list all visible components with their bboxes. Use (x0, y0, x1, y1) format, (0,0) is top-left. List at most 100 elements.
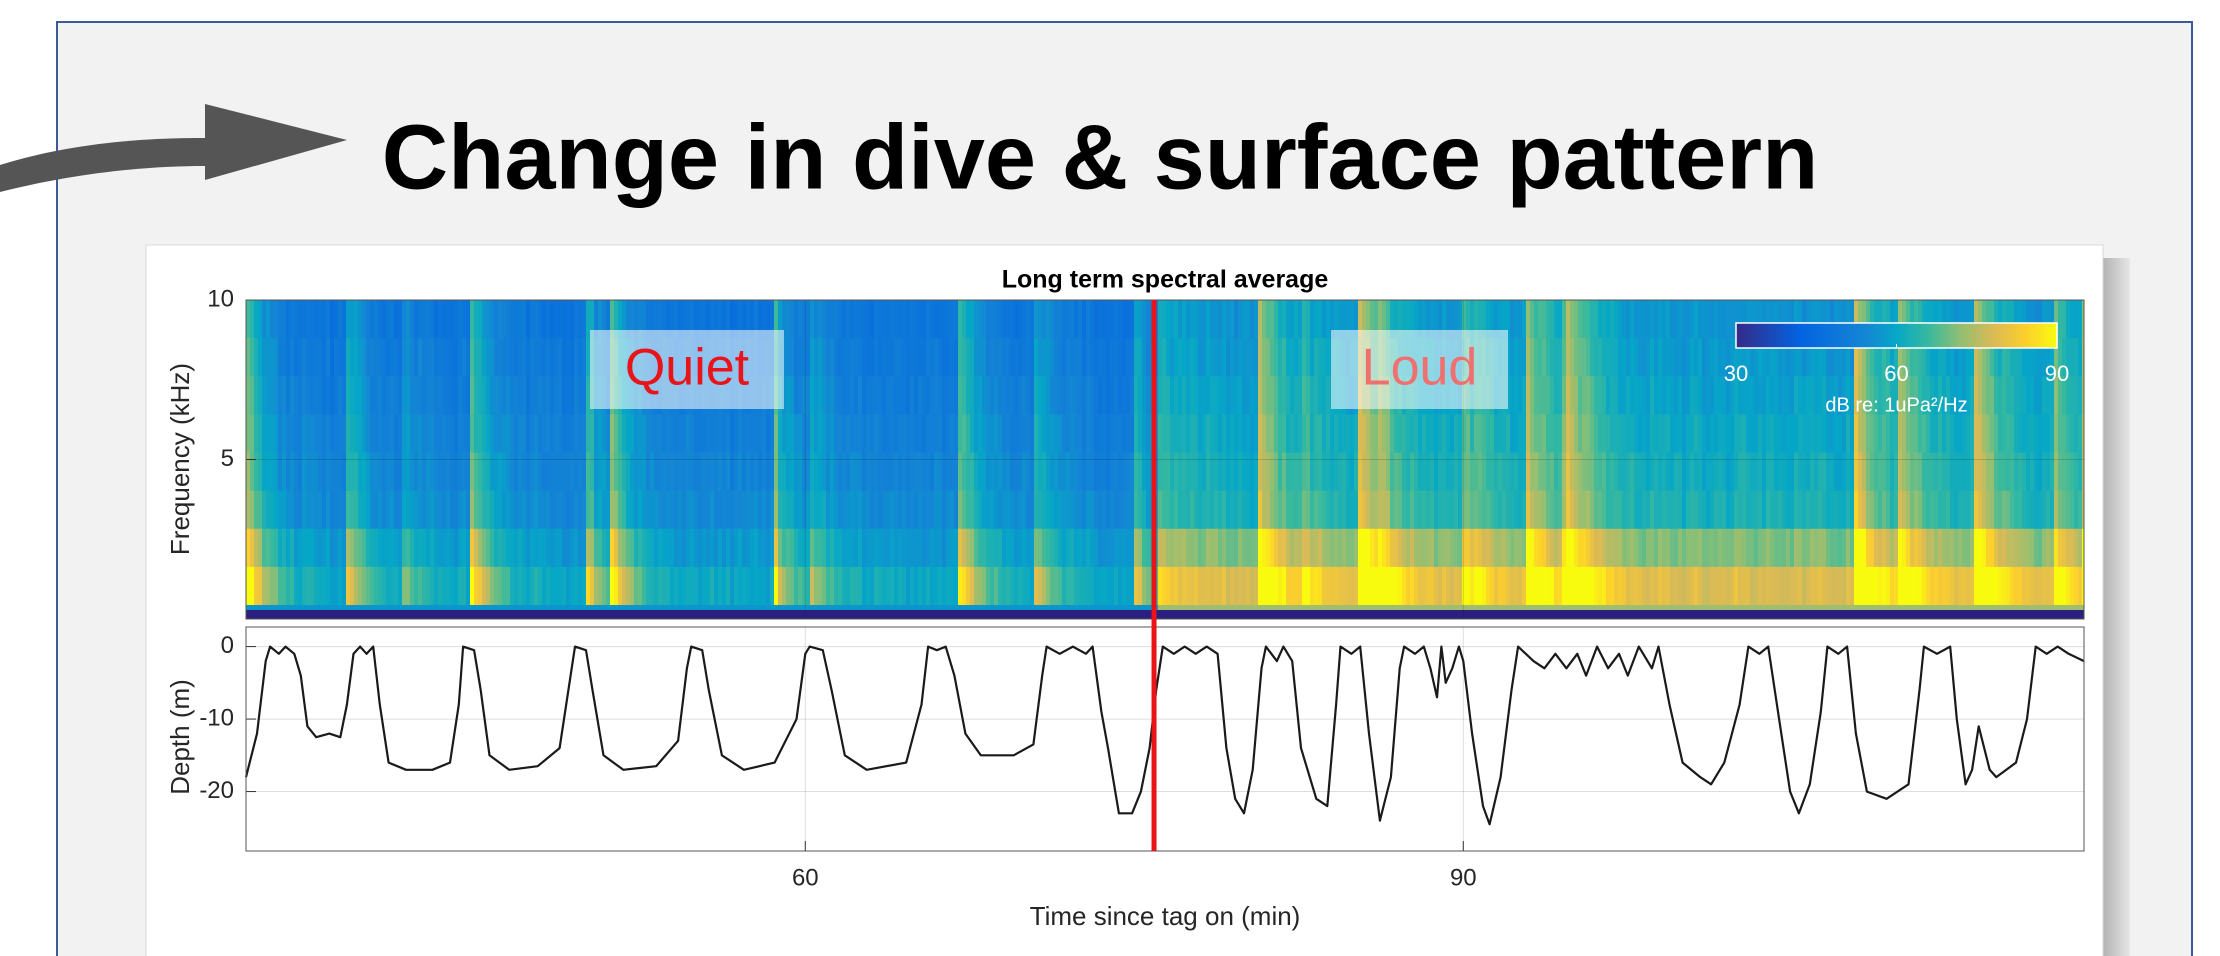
spectrogram-cell (1854, 610, 1859, 619)
spectrogram-cell (1682, 414, 1687, 453)
spectrogram-cell (1358, 300, 1363, 339)
spectrogram-cell (1674, 300, 1679, 339)
spectrogram-cell (1946, 452, 1951, 492)
spectrogram-cell (1498, 300, 1503, 339)
spectrogram-cell (1126, 610, 1131, 619)
spectrogram-cell (1442, 566, 1447, 606)
spectrogram-cell (266, 566, 271, 606)
spectrogram-cell (490, 528, 495, 568)
spectrogram-cell (1206, 338, 1211, 377)
spectrogram-cell (562, 605, 567, 610)
spectrogram-cell (1886, 300, 1891, 339)
spectrogram-cell (686, 528, 691, 568)
spectrogram-cell (1470, 605, 1475, 610)
spectrogram-cell (1070, 376, 1075, 415)
spectrogram-cell (586, 490, 591, 530)
spectrogram-cell (422, 566, 427, 606)
spectrogram-cell (1330, 566, 1335, 606)
spectrogram-cell (1038, 528, 1043, 568)
spectrogram-cell (1162, 528, 1167, 568)
spectrogram-cell (362, 338, 367, 377)
spectrogram-cell (542, 566, 547, 606)
spectrogram-cell (642, 490, 647, 530)
spectrogram-cell (554, 528, 559, 568)
spectrogram-cell (518, 528, 523, 568)
spectrogram-cell (462, 566, 467, 606)
spectrogram-cell (1354, 566, 1359, 606)
spectrogram-cell (942, 566, 947, 606)
spectrogram-cell (602, 452, 607, 492)
spectrogram-cell (494, 605, 499, 610)
spectrogram-cell (1654, 300, 1659, 339)
spectrogram-cell (1590, 414, 1595, 453)
spectrogram-cell (2074, 452, 2079, 492)
spectrogram-cell (814, 610, 819, 619)
spectrogram-cell (1066, 528, 1071, 568)
spectrogram-cell (402, 605, 407, 610)
spectrogram-cell (1298, 376, 1303, 415)
spectrogram-cell (282, 566, 287, 606)
spectrogram-cell (926, 414, 931, 453)
spectrogram-cell (466, 566, 471, 606)
spectrogram-cell (258, 490, 263, 530)
spectrogram-cell (466, 605, 471, 610)
spectrogram-cell (330, 566, 335, 606)
spectrogram-cell (914, 414, 919, 453)
spectrogram-cell (498, 300, 503, 339)
spectrogram-cell (582, 452, 587, 492)
spectrogram-cell (858, 414, 863, 453)
spectrogram-cell (846, 300, 851, 339)
spectrogram-cell (1430, 610, 1435, 619)
spectrogram-cell (330, 490, 335, 530)
spectrogram-cell (974, 376, 979, 415)
spectrogram-cell (1122, 528, 1127, 568)
spectrogram-cell (346, 376, 351, 415)
spectrogram-cell (698, 300, 703, 339)
spectrogram-cell (1370, 452, 1375, 492)
y-tick-label: -20 (199, 777, 234, 804)
spectrogram-cell (1350, 414, 1355, 453)
spectrogram-cell (1074, 300, 1079, 339)
spectrogram-cell (314, 376, 319, 415)
spectrogram-cell (1018, 452, 1023, 492)
spectrogram-cell (886, 300, 891, 339)
spectrogram-cell (1662, 338, 1667, 377)
spectrogram-cell (518, 338, 523, 377)
spectrogram-cell (874, 490, 879, 530)
spectrogram-cell (482, 610, 487, 619)
spectrogram-cell (1002, 528, 1007, 568)
spectrogram-cell (790, 528, 795, 568)
spectrogram-cell (1122, 566, 1127, 606)
spectrogram-cell (1518, 528, 1523, 568)
spectrogram-cell (974, 490, 979, 530)
spectrogram-cell (1366, 566, 1371, 606)
spectrogram-cell (2066, 566, 2071, 606)
spectrogram-cell (282, 414, 287, 453)
spectrogram-cell (1538, 566, 1543, 606)
spectrogram-cell (394, 610, 399, 619)
spectrogram-cell (1214, 338, 1219, 377)
spectrogram-cell (1646, 490, 1651, 530)
spectrogram-cell (994, 452, 999, 492)
spectrogram-cell (850, 414, 855, 453)
spectrogram-cell (1170, 376, 1175, 415)
spectrogram-cell (1118, 528, 1123, 568)
spectrogram-cell (842, 414, 847, 453)
spectrogram-cell (418, 566, 423, 606)
spectrogram-cell (854, 338, 859, 377)
spectrogram-cell (1358, 566, 1363, 606)
spectrogram-cell (514, 490, 519, 530)
spectrogram-cell (1550, 605, 1555, 610)
spectrogram-cell (1722, 414, 1727, 453)
spectrogram-cell (930, 414, 935, 453)
spectrogram-cell (1282, 490, 1287, 530)
spectrogram-cell (1478, 605, 1483, 610)
spectrogram-cell (1602, 490, 1607, 530)
spectrogram-cell (1270, 490, 1275, 530)
spectrogram-cell (318, 528, 323, 568)
spectrogram-cell (774, 452, 779, 492)
spectrogram-cell (1130, 338, 1135, 377)
spectrogram-cell (350, 300, 355, 339)
spectrogram-cell (2078, 528, 2083, 568)
spectrogram-cell (406, 300, 411, 339)
